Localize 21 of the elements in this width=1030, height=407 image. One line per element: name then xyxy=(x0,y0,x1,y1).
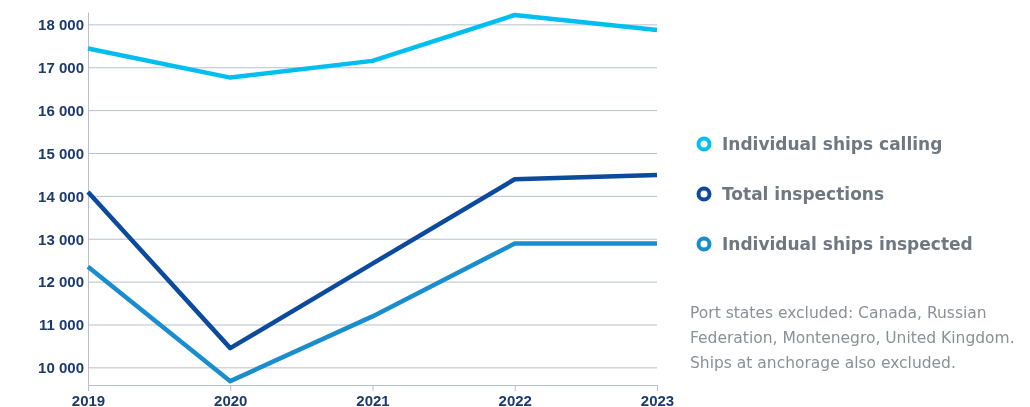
line-series xyxy=(85,12,660,80)
legend-label: Individual ships inspected xyxy=(722,234,973,254)
y-tick-label: 18 000 xyxy=(38,16,84,34)
text: Port states excluded: Canada, Russian Federation, Montenegro, United Kingdom. Ships at anchorage also excluded. xyxy=(690,304,1015,372)
x-tick-label: 2023 xyxy=(640,391,675,407)
y-tick-label: 13 000 xyxy=(38,230,84,248)
x-tick-label: 2019 xyxy=(71,391,106,407)
y-tick-label: 10 000 xyxy=(38,359,84,377)
y-tick-label: 17 000 xyxy=(38,59,84,77)
x-tick-label: 2020 xyxy=(214,391,248,407)
y-tick-label: 11 000 xyxy=(38,316,84,334)
y-tick-label: 14 000 xyxy=(38,187,84,205)
line-series xyxy=(85,172,660,351)
line-series xyxy=(85,241,660,384)
y-tick-label: 16 000 xyxy=(38,101,84,119)
legend-label: Total inspections xyxy=(722,184,885,204)
legend-label: Individual ships calling xyxy=(722,134,943,154)
x-tick-label: 2021 xyxy=(356,391,390,407)
x-tick-label: 2022 xyxy=(498,391,532,407)
y-tick-label: 15 000 xyxy=(38,144,84,162)
y-tick-label: 12 000 xyxy=(38,273,84,291)
